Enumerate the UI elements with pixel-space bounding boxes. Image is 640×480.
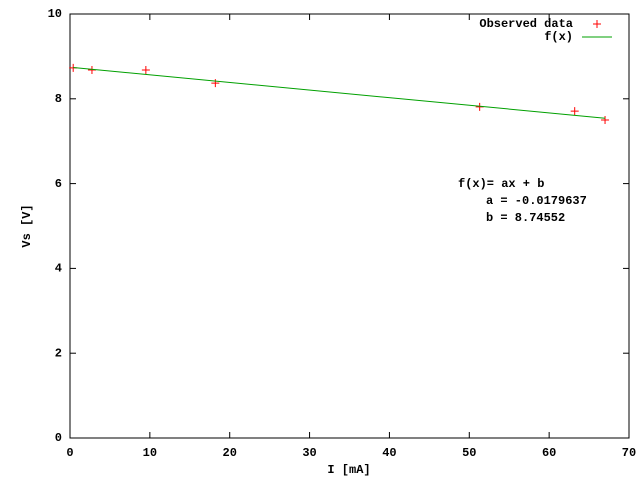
x-tick-label: 10 (143, 446, 157, 460)
data-point (141, 65, 150, 74)
x-tick-label: 40 (382, 446, 396, 460)
data-point (570, 107, 579, 116)
data-point (211, 79, 220, 88)
legend-label: f(x) (544, 30, 573, 44)
x-tick-label: 20 (223, 446, 237, 460)
x-tick-label: 0 (66, 446, 73, 460)
y-tick-label: 8 (55, 92, 62, 106)
x-tick-label: 30 (302, 446, 316, 460)
annotation: f(x)= ax + b (458, 177, 544, 191)
fit-line (73, 66, 606, 119)
plot-frame (69, 13, 630, 439)
y-axis-label: Vs [V] (20, 204, 34, 247)
data-point (601, 116, 610, 124)
legend-swatch (593, 20, 601, 28)
y-tick-label: 6 (55, 177, 62, 191)
x-tick-label: 60 (542, 446, 556, 460)
annotation: b = 8.74552 (486, 211, 565, 225)
y-tick-label: 4 (55, 262, 62, 276)
y-tick-label: 0 (55, 431, 62, 445)
x-tick-label: 50 (462, 446, 476, 460)
x-axis-label: I [mA] (327, 463, 370, 477)
x-tick-label: 70 (622, 446, 636, 460)
legend-label: Observed data (479, 17, 573, 31)
annotation: a = -0.0179637 (486, 194, 587, 208)
y-tick-label: 2 (55, 346, 62, 360)
y-tick-label: 10 (48, 7, 62, 21)
